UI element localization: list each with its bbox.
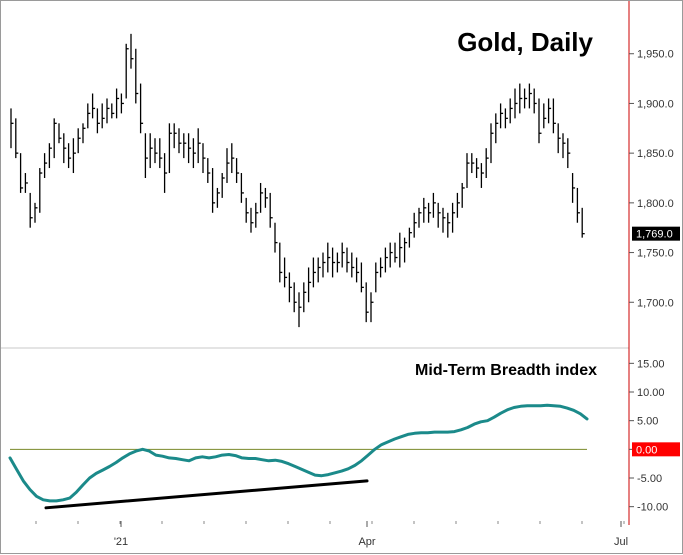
indicator-ytick-label: -10.00 [637, 502, 668, 514]
price-ytick-label: 1,750.0 [637, 248, 674, 260]
price-ytick-label: 1,900.0 [637, 98, 674, 110]
xtick-label: '21 [114, 536, 128, 548]
indicator-ytick-label: 5.00 [637, 416, 658, 428]
last-price-label: 1,769.0 [636, 229, 673, 241]
price-ytick-label: 1,850.0 [637, 148, 674, 160]
indicator-chart-title: Mid-Term Breadth index [415, 362, 597, 379]
xtick-label: Apr [358, 536, 375, 548]
zero-label: 0.00 [636, 444, 657, 456]
zero-badge [632, 442, 680, 457]
last-price-badge [632, 226, 680, 241]
price-ytick-label: 1,800.0 [637, 198, 674, 210]
indicator-ytick-label: 15.00 [637, 358, 665, 370]
indicator-ytick-label: -5.00 [637, 473, 662, 485]
xtick-label: Jul [614, 536, 628, 548]
breadth-index-line [8, 403, 589, 503]
support-trendline [44, 479, 369, 510]
price-chart-title: Gold, Daily [457, 27, 593, 57]
price-ytick-label: 1,950.0 [637, 49, 674, 61]
price-ytick-label: 1,700.0 [637, 297, 674, 309]
indicator-ytick-label: 10.00 [637, 387, 665, 399]
